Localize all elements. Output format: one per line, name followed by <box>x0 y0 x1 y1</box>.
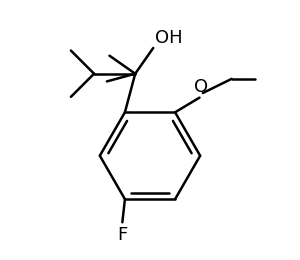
Text: F: F <box>117 226 128 244</box>
Text: O: O <box>194 77 208 96</box>
Text: OH: OH <box>154 29 182 47</box>
